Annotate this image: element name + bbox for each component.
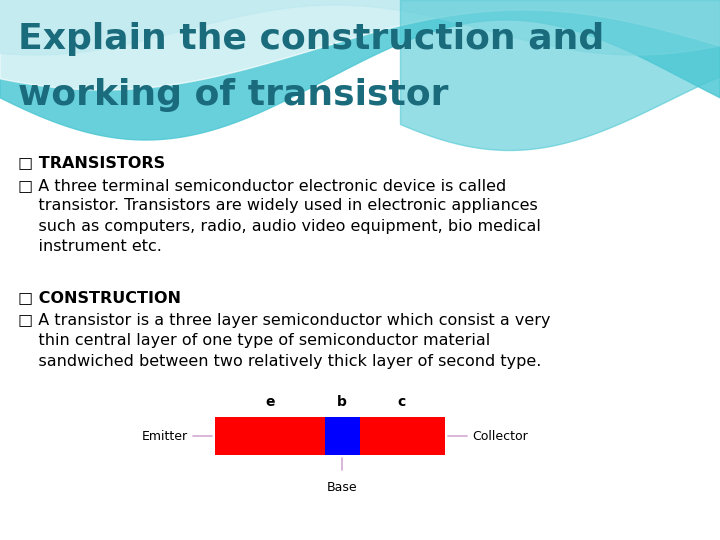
Text: Emitter: Emitter: [142, 429, 188, 442]
Text: □ TRANSISTORS: □ TRANSISTORS: [18, 155, 165, 170]
Bar: [215, 417, 325, 455]
Text: e: e: [265, 395, 275, 409]
Text: c: c: [398, 395, 406, 409]
Text: Collector: Collector: [472, 429, 528, 442]
Text: □ CONSTRUCTION: □ CONSTRUCTION: [18, 290, 181, 305]
Text: □ A three terminal semiconductor electronic device is called
    transistor. Tra: □ A three terminal semiconductor electro…: [18, 178, 541, 254]
Bar: [325, 417, 360, 455]
Text: working of transistor: working of transistor: [18, 78, 449, 112]
Bar: [360, 417, 445, 455]
Text: Base: Base: [327, 481, 357, 494]
Text: Explain the construction and: Explain the construction and: [18, 22, 604, 56]
Text: □ A transistor is a three layer semiconductor which consist a very
    thin cent: □ A transistor is a three layer semicond…: [18, 313, 551, 369]
Text: b: b: [337, 395, 347, 409]
